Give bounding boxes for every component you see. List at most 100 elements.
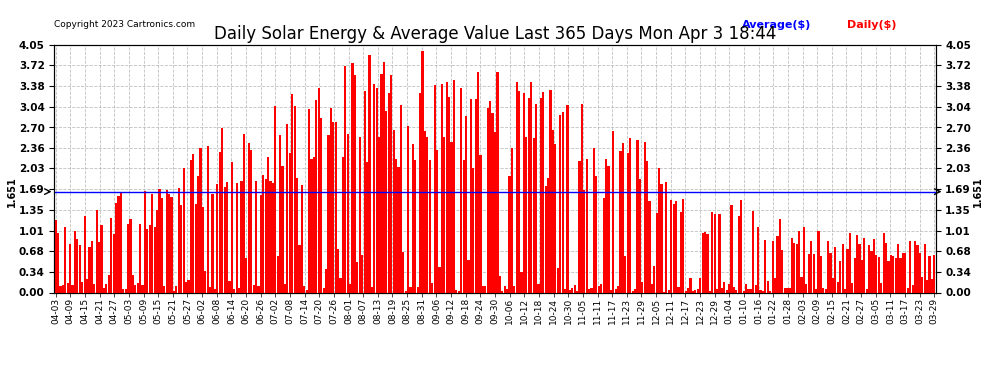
Bar xyxy=(670,200,672,292)
Bar xyxy=(554,144,556,292)
Bar xyxy=(704,232,706,292)
Bar xyxy=(234,289,236,292)
Bar xyxy=(648,201,650,292)
Bar xyxy=(931,279,933,292)
Bar xyxy=(57,232,59,292)
Bar xyxy=(593,148,595,292)
Bar xyxy=(757,226,759,292)
Bar xyxy=(61,285,64,292)
Bar xyxy=(368,56,370,292)
Bar xyxy=(919,253,921,292)
Bar xyxy=(257,286,259,292)
Bar xyxy=(846,249,848,292)
Bar xyxy=(917,245,919,292)
Bar xyxy=(848,233,851,292)
Bar xyxy=(612,131,615,292)
Bar xyxy=(721,288,723,292)
Bar xyxy=(267,157,269,292)
Bar xyxy=(180,205,182,292)
Bar xyxy=(427,137,429,292)
Bar xyxy=(603,198,605,292)
Bar xyxy=(873,239,875,292)
Bar xyxy=(658,168,660,292)
Text: Daily($): Daily($) xyxy=(847,20,897,30)
Bar xyxy=(568,290,571,292)
Bar xyxy=(600,284,602,292)
Bar xyxy=(868,246,870,292)
Bar xyxy=(853,258,855,292)
Bar xyxy=(744,284,747,292)
Bar xyxy=(173,291,175,292)
Bar xyxy=(747,289,749,292)
Bar xyxy=(323,288,325,292)
Bar xyxy=(79,245,81,292)
Bar xyxy=(559,115,561,292)
Bar xyxy=(160,198,163,292)
Bar xyxy=(523,93,525,292)
Bar xyxy=(262,174,264,292)
Bar xyxy=(724,282,726,292)
Bar xyxy=(576,291,578,292)
Bar xyxy=(714,214,716,292)
Bar xyxy=(380,74,382,292)
Bar xyxy=(863,237,865,292)
Bar xyxy=(672,204,675,292)
Bar xyxy=(796,244,798,292)
Bar xyxy=(429,160,431,292)
Bar xyxy=(472,168,474,292)
Bar xyxy=(333,122,335,292)
Bar xyxy=(598,286,600,292)
Bar xyxy=(248,143,249,292)
Bar xyxy=(122,290,125,292)
Bar xyxy=(96,210,98,292)
Bar xyxy=(462,160,464,292)
Bar xyxy=(226,182,228,292)
Bar xyxy=(605,159,607,292)
Bar xyxy=(620,152,622,292)
Bar xyxy=(318,88,320,292)
Bar xyxy=(535,104,538,292)
Bar xyxy=(236,183,238,292)
Bar xyxy=(177,188,180,292)
Bar xyxy=(439,267,441,292)
Text: Copyright 2023 Cartronics.com: Copyright 2023 Cartronics.com xyxy=(54,20,196,29)
Bar xyxy=(452,80,455,292)
Bar xyxy=(653,266,655,292)
Bar xyxy=(655,213,657,292)
Bar xyxy=(803,227,805,292)
Bar xyxy=(610,290,612,292)
Bar xyxy=(479,155,481,292)
Bar xyxy=(764,240,766,292)
Bar xyxy=(276,256,279,292)
Bar xyxy=(158,189,160,292)
Bar xyxy=(388,93,390,292)
Bar xyxy=(100,225,103,292)
Bar xyxy=(842,244,843,292)
Bar xyxy=(91,240,93,292)
Bar xyxy=(805,284,808,292)
Bar xyxy=(615,290,617,292)
Bar xyxy=(617,286,619,292)
Bar xyxy=(306,290,308,292)
Bar xyxy=(706,234,709,292)
Bar xyxy=(444,136,446,292)
Bar xyxy=(583,190,585,292)
Bar xyxy=(685,291,687,292)
Bar xyxy=(474,99,477,292)
Bar xyxy=(402,252,404,292)
Bar xyxy=(294,105,296,292)
Bar xyxy=(190,160,192,292)
Bar xyxy=(130,219,132,292)
Bar xyxy=(246,258,248,292)
Bar xyxy=(202,207,204,292)
Bar xyxy=(424,130,426,292)
Bar xyxy=(929,256,931,292)
Title: Daily Solar Energy & Average Value Last 365 Days Mon Apr 3 18:44: Daily Solar Energy & Average Value Last … xyxy=(214,26,776,44)
Bar xyxy=(858,244,860,292)
Bar xyxy=(912,285,914,292)
Bar xyxy=(115,203,117,292)
Bar xyxy=(320,118,323,292)
Bar xyxy=(153,227,155,292)
Bar xyxy=(132,275,134,292)
Bar xyxy=(195,204,197,292)
